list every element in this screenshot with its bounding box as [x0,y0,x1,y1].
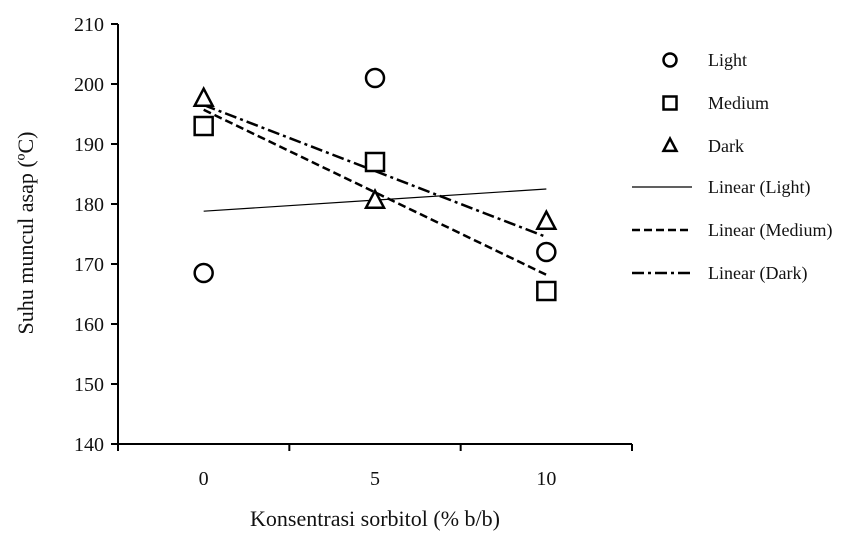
x-tick-label: 0 [199,468,209,490]
y-tick-label: 180 [74,194,104,216]
trendline-dashdot [203,103,547,239]
y-tick-label: 160 [74,314,104,336]
y-axis-label: Suhu muncul asap (ºC) [13,132,38,335]
data-point-medium [536,280,557,302]
y-tick-label: 150 [74,374,104,396]
y-tick-label: 140 [74,434,104,456]
legend-label: Dark [708,136,744,156]
data-point-light [536,241,557,263]
x-axis-label: Konsentrasi sorbitol (% b/b) [250,506,500,531]
ticks: 140 150 160 170 180 190 200 210 0 5 10 [74,14,633,490]
y-tick-label: 210 [74,14,104,36]
legend-label: Linear (Light) [708,177,810,198]
data-point-light [193,262,214,284]
legend-label: Medium [708,93,769,113]
y-tick-label: 190 [74,134,104,156]
legend-label: Linear (Medium) [708,220,832,241]
data-points [192,67,558,302]
data-point-dark [192,85,215,107]
x-tick-label: 10 [536,468,556,490]
y-tick-label: 200 [74,74,104,96]
legend-marker-dark [661,135,679,153]
data-point-dark [535,208,558,230]
legend: Light Medium Dark Linear (Light) Linear (Med… [632,50,832,284]
legend-marker-medium [662,95,678,111]
data-point-medium [364,151,386,173]
axes [117,24,632,445]
legend-label: Linear (Dark) [708,263,807,284]
data-point-dark [363,187,387,209]
legend-marker-light [662,52,678,68]
x-tick-label: 5 [370,468,380,490]
legend-label: Light [708,50,747,70]
trendline-dashed [203,108,547,276]
data-point-medium [193,115,214,137]
data-point-light [364,67,386,89]
y-tick-label: 170 [74,254,104,276]
